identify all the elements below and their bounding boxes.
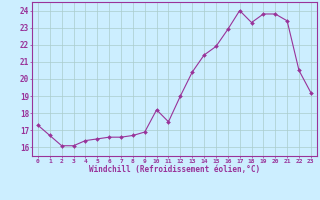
X-axis label: Windchill (Refroidissement éolien,°C): Windchill (Refroidissement éolien,°C): [89, 165, 260, 174]
